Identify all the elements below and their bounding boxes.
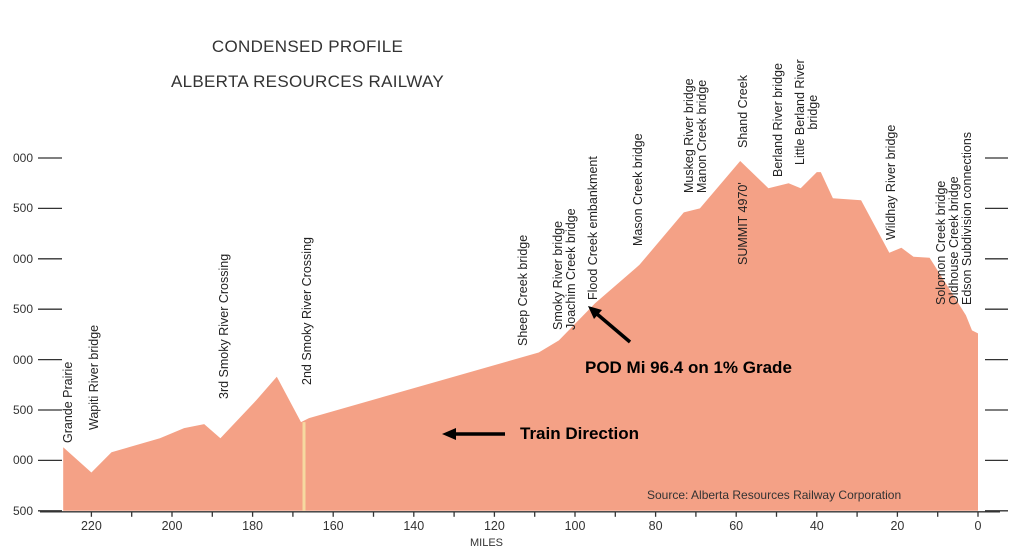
y-tick-label: 000 (12, 151, 33, 165)
x-tick-label: 180 (242, 519, 264, 533)
pod-arrowhead (588, 306, 602, 319)
station-label-line: Shand Creek (736, 75, 750, 148)
station-label: Mason Creek bridge (631, 133, 645, 246)
direction-arrowhead (442, 428, 456, 440)
x-tick-label: 140 (403, 519, 425, 533)
station-label-line: Manon Creek bridge (695, 79, 709, 193)
y-tick-label: 500 (12, 201, 33, 216)
x-tick-label: 80 (648, 519, 663, 533)
station-label: Wildhay River bridge (884, 124, 898, 240)
elevation-area (63, 161, 978, 511)
station-label: Berland River bridge (771, 63, 785, 177)
x-tick-label: 0 (974, 519, 982, 533)
x-tick-label: 40 (809, 519, 824, 533)
station-label-line: Mason Creek bridge (631, 133, 645, 246)
station-label: 3rd Smoky River Crossing (217, 253, 231, 399)
station-label: Solomon Creek bridge Oldhouse Creek bridg… (934, 131, 974, 305)
x-tick-label: 120 (483, 519, 505, 533)
y-tick-label: 000 (12, 453, 33, 468)
x-axis-label: MILES (470, 537, 504, 549)
station-label: Sheep Creek bridge (516, 234, 530, 346)
station-label-line: Wildhay River bridge (884, 124, 898, 240)
y-tick-label: 500 (12, 503, 33, 518)
x-tick-label: 220 (80, 519, 102, 533)
x-tick-label: 20 (890, 519, 905, 533)
station-label: SUMMIT 4970' (736, 182, 750, 265)
station-label-line: bridge (806, 94, 820, 130)
station-label: Muskeg River bridge Manon Creek bridge (682, 78, 709, 193)
station-label-line: Sheep Creek bridge (516, 234, 530, 346)
y-tick-label: 000 (12, 251, 33, 266)
y-tick-label: 000 (12, 352, 33, 367)
pod-annotation: POD Mi 96.4 on 1% Grade (585, 358, 792, 377)
station-label-line: Grande Prairie (61, 361, 75, 443)
x-tick-label: 200 (161, 519, 183, 533)
pod-arrow-shaft (595, 312, 632, 344)
source-note: Source: Alberta Resources Railway Corpor… (647, 488, 902, 502)
station-label-line: 3rd Smoky River Crossing (217, 253, 231, 399)
station-label-line: Flood Creek embankment (586, 156, 600, 300)
station-label-line: 2nd Smoky River Crossing (300, 237, 314, 385)
x-tick-label: 100 (564, 519, 586, 533)
station-label: Shand Creek (736, 75, 750, 148)
chart-title-line-1: CONDENSED PROFILE (211, 37, 404, 56)
station-label: Wapiti River bridge (87, 324, 101, 430)
station-label-line: Berland River bridge (771, 63, 785, 177)
station-label: Flood Creek embankment (586, 156, 600, 300)
station-label-line: Wapiti River bridge (87, 324, 101, 430)
y-tick-label: 500 (12, 302, 33, 317)
station-label: 2nd Smoky River Crossing (300, 237, 314, 385)
station-label: Grande Prairie (61, 361, 75, 443)
x-tick-label: 160 (322, 519, 344, 533)
train-direction-annotation: Train Direction (520, 424, 640, 443)
y-tick-label: 500 (12, 403, 33, 417)
station-label: Little Berland River bridge (793, 59, 820, 165)
station-label-line: SUMMIT 4970' (736, 182, 750, 265)
x-tick-label: 60 (729, 519, 744, 533)
chart-title-line-2: ALBERTA RESOURCES RAILWAY (171, 72, 444, 91)
station-label-line: Edson Subdivision connections (960, 131, 974, 305)
station-label: Smoky River bridge Joachim Creek bridge (551, 208, 578, 330)
station-label-line: Joachim Creek bridge (564, 208, 578, 330)
